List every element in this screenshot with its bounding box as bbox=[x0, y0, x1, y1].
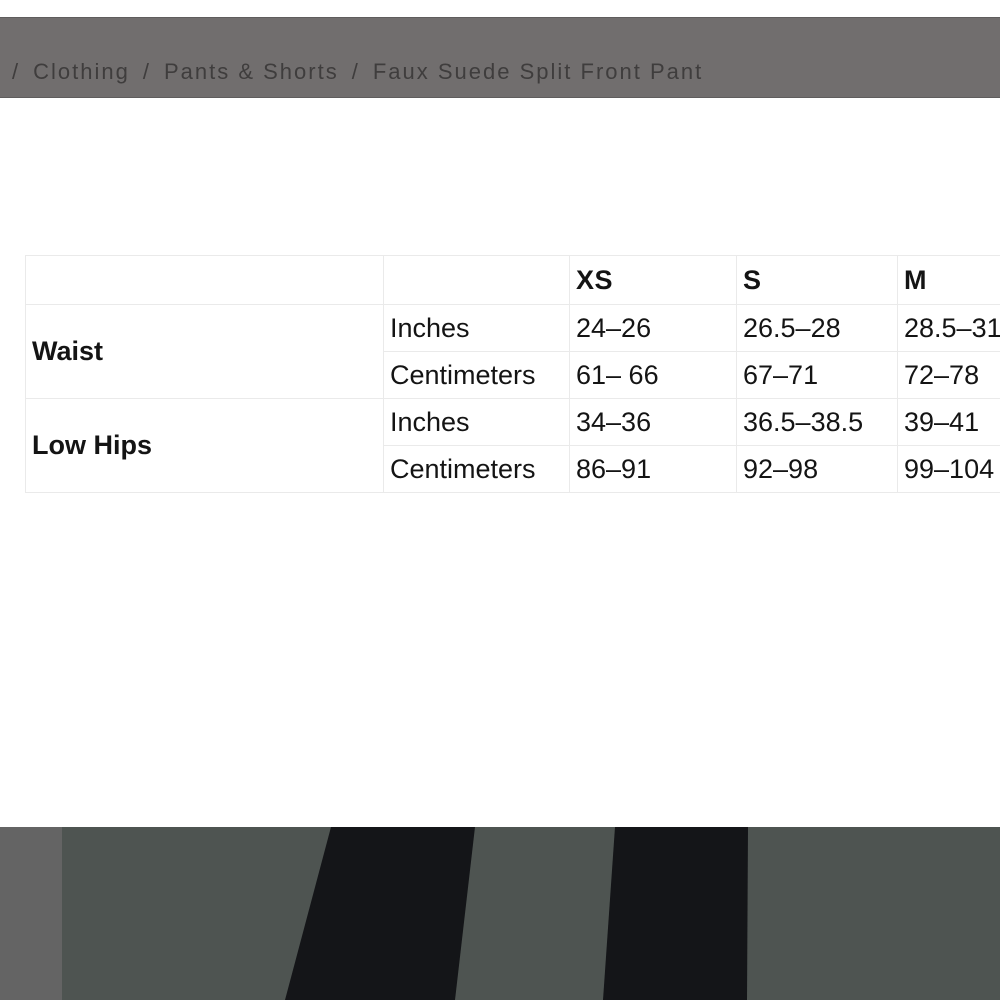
value-waist-cm-s: 67–71 bbox=[736, 351, 898, 399]
unit-label: Inches bbox=[383, 304, 570, 352]
photo-background bbox=[62, 827, 1000, 1000]
value-lowhips-inches-xs: 34–36 bbox=[569, 398, 737, 446]
header-empty-measure bbox=[25, 255, 384, 305]
breadcrumb-item-pants-and-shorts[interactable]: Pants & Shorts bbox=[163, 59, 339, 84]
header-size-xs: XS bbox=[569, 255, 737, 305]
unit-label: Centimeters bbox=[383, 445, 570, 493]
value-waist-cm-m: 72–78 bbox=[897, 351, 1000, 399]
pant-leg-right bbox=[603, 827, 748, 1000]
value-lowhips-cm-s: 92–98 bbox=[736, 445, 898, 493]
breadcrumb-separator: / bbox=[142, 59, 151, 84]
header-size-m: M bbox=[897, 255, 1000, 305]
product-photo bbox=[0, 827, 1000, 1000]
breadcrumb-separator: / bbox=[351, 59, 360, 84]
measure-label-low-hips: Low Hips bbox=[25, 398, 384, 493]
table-row-waist-inches: Waist Inches 24–26 26.5–28 28.5–31 bbox=[25, 304, 1000, 399]
breadcrumb: / Clothing / Pants & Shorts / Faux Suede… bbox=[12, 59, 703, 85]
table-row-lowhips-centimeters: Centimeters 86–91 92–98 99–104 bbox=[26, 445, 1000, 493]
value-waist-inches-s: 26.5–28 bbox=[736, 304, 898, 352]
breadcrumb-item-clothing[interactable]: Clothing bbox=[33, 59, 130, 84]
size-chart-container: XS S M Waist Inches 24–26 26.5–28 28.5–3… bbox=[25, 255, 1000, 493]
photo-left-margin bbox=[0, 827, 62, 1000]
size-header-row: XS S M bbox=[25, 255, 1000, 305]
size-chart-table: XS S M Waist Inches 24–26 26.5–28 28.5–3… bbox=[25, 255, 1000, 493]
value-waist-inches-m: 28.5–31 bbox=[897, 304, 1000, 352]
measure-label-waist: Waist bbox=[25, 304, 384, 399]
pant-leg-left bbox=[285, 827, 475, 1000]
table-row-lowhips-inches: Low Hips Inches 34–36 36.5–38.5 39–41 bbox=[25, 398, 1000, 493]
header-empty-unit bbox=[383, 255, 570, 305]
value-lowhips-inches-s: 36.5–38.5 bbox=[736, 398, 898, 446]
table-row-waist-centimeters: Centimeters 61– 66 67–71 72–78 bbox=[26, 351, 1000, 399]
value-waist-cm-xs: 61– 66 bbox=[569, 351, 737, 399]
value-lowhips-inches-m: 39–41 bbox=[897, 398, 1000, 446]
breadcrumb-item-current-product: Faux Suede Split Front Pant bbox=[372, 59, 704, 84]
value-lowhips-cm-xs: 86–91 bbox=[569, 445, 737, 493]
header-size-s: S bbox=[736, 255, 898, 305]
breadcrumb-bar: / Clothing / Pants & Shorts / Faux Suede… bbox=[0, 17, 1000, 98]
unit-label: Inches bbox=[383, 398, 570, 446]
value-waist-inches-xs: 24–26 bbox=[569, 304, 737, 352]
value-lowhips-cm-m: 99–104 bbox=[897, 445, 1000, 493]
breadcrumb-separator: / bbox=[12, 59, 21, 84]
unit-label: Centimeters bbox=[383, 351, 570, 399]
